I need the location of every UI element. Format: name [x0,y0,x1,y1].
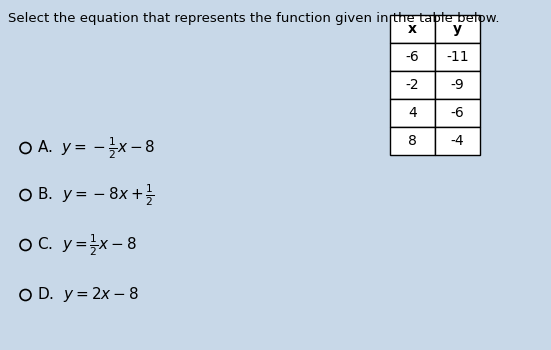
Text: C.  $y = \frac{1}{2}x - 8$: C. $y = \frac{1}{2}x - 8$ [37,232,137,258]
Bar [390,43,435,71]
Text: D.  $y = 2x - 8$: D. $y = 2x - 8$ [37,286,139,304]
Text: Select the equation that represents the function given in the table below.: Select the equation that represents the … [8,12,500,25]
Text: 8: 8 [408,134,417,148]
Bar [435,99,480,127]
Bar [390,99,435,127]
Text: x: x [408,22,417,36]
Bar [435,71,480,99]
Text: -6: -6 [406,50,419,64]
Text: y: y [453,22,462,36]
Bar [435,43,480,71]
Text: -6: -6 [451,106,464,120]
Text: 4: 4 [408,106,417,120]
Bar [435,15,480,43]
Text: B.  $y = -8x + \frac{1}{2}$: B. $y = -8x + \frac{1}{2}$ [37,182,155,208]
Bar [390,127,435,155]
Text: -4: -4 [451,134,464,148]
Text: -11: -11 [446,50,469,64]
Bar [390,15,435,43]
Bar [390,71,435,99]
Bar [435,127,480,155]
Text: -9: -9 [451,78,464,92]
Text: -2: -2 [406,78,419,92]
Text: A.  $y = -\frac{1}{2}x - 8$: A. $y = -\frac{1}{2}x - 8$ [37,135,155,161]
